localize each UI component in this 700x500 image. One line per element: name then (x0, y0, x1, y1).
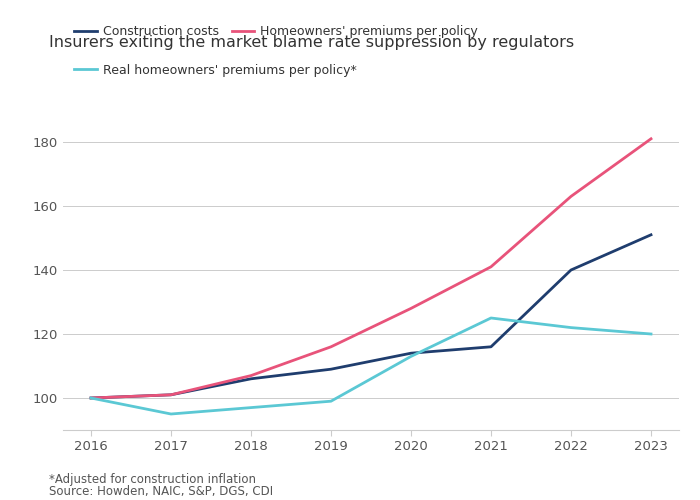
Real homeowners' premiums per policy* (87, 395, 95, 401)
Construction costs (647, 232, 655, 238)
Text: Insurers exiting the market blame rate suppression by regulators: Insurers exiting the market blame rate s… (49, 35, 574, 50)
Real homeowners' premiums per policy* (167, 411, 175, 417)
Homeowners' premiums per policy (327, 344, 335, 350)
Homeowners' premiums per policy (567, 194, 575, 200)
Text: Source: Howden, NAIC, S&P, DGS, CDI: Source: Howden, NAIC, S&P, DGS, CDI (49, 485, 273, 498)
Real homeowners' premiums per policy* (247, 404, 256, 410)
Real homeowners' premiums per policy* (486, 315, 495, 321)
Construction costs (247, 376, 256, 382)
Homeowners' premiums per policy (407, 306, 415, 312)
Construction costs (486, 344, 495, 350)
Line: Construction costs: Construction costs (91, 235, 651, 398)
Homeowners' premiums per policy (247, 372, 256, 378)
Real homeowners' premiums per policy* (327, 398, 335, 404)
Real homeowners' premiums per policy* (407, 354, 415, 360)
Real homeowners' premiums per policy* (567, 324, 575, 330)
Construction costs (87, 395, 95, 401)
Construction costs (567, 267, 575, 273)
Construction costs (167, 392, 175, 398)
Line: Homeowners' premiums per policy: Homeowners' premiums per policy (91, 139, 651, 398)
Line: Real homeowners' premiums per policy*: Real homeowners' premiums per policy* (91, 318, 651, 414)
Real homeowners' premiums per policy* (647, 331, 655, 337)
Text: *Adjusted for construction inflation: *Adjusted for construction inflation (49, 472, 256, 486)
Homeowners' premiums per policy (167, 392, 175, 398)
Homeowners' premiums per policy (486, 264, 495, 270)
Legend: Real homeowners' premiums per policy*: Real homeowners' premiums per policy* (69, 58, 362, 82)
Homeowners' premiums per policy (87, 395, 95, 401)
Homeowners' premiums per policy (647, 136, 655, 142)
Construction costs (327, 366, 335, 372)
Construction costs (407, 350, 415, 356)
